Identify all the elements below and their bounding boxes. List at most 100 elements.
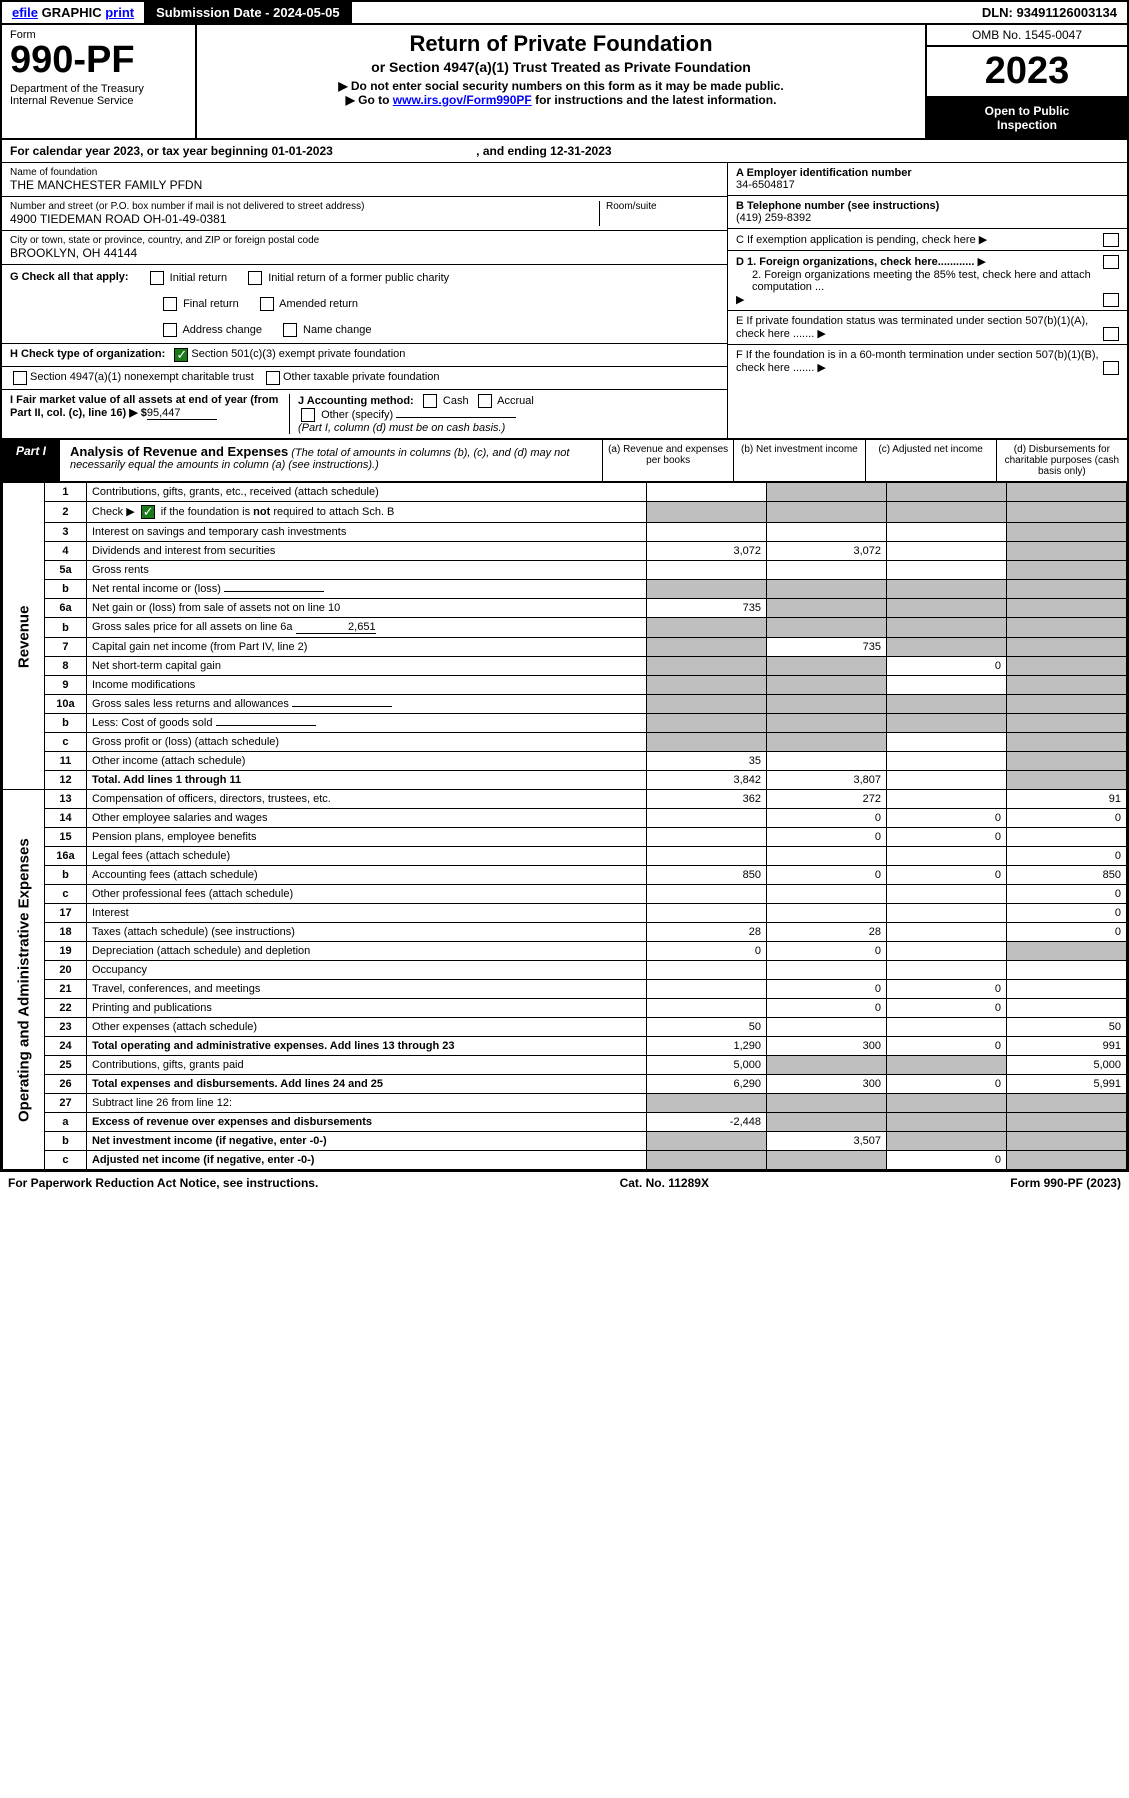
row-num: b: [44, 866, 86, 885]
chk-amended[interactable]: [260, 297, 274, 311]
efile-link[interactable]: efile: [12, 5, 38, 20]
chk-namechg[interactable]: [283, 323, 297, 337]
irs-link[interactable]: www.irs.gov/Form990PF: [393, 93, 532, 107]
row-num: 6a: [44, 599, 86, 618]
cell: 850: [647, 866, 767, 885]
row-desc: Less: Cost of goods sold: [86, 714, 646, 733]
footer-left: For Paperwork Reduction Act Notice, see …: [8, 1176, 318, 1190]
calendar-year-row: For calendar year 2023, or tax year begi…: [2, 140, 1127, 163]
form-code: 990-PF: [10, 41, 187, 79]
h-row2: Section 4947(a)(1) nonexempt charitable …: [2, 367, 727, 390]
cell: [1007, 638, 1127, 657]
table-row: 24Total operating and administrative exp…: [3, 1037, 1127, 1056]
table-row: bNet investment income (if negative, ent…: [3, 1132, 1127, 1151]
chk-accrual[interactable]: [478, 394, 492, 408]
chk-other-tax[interactable]: [266, 371, 280, 385]
h-row: H Check type of organization: Section 50…: [2, 344, 727, 367]
chk-cash[interactable]: [423, 394, 437, 408]
tax-year: 2023: [927, 47, 1127, 98]
cell: [647, 483, 767, 502]
row-desc: Capital gain net income (from Part IV, l…: [86, 638, 646, 657]
cell: [1007, 483, 1127, 502]
row-desc: Legal fees (attach schedule): [86, 847, 646, 866]
cell: [1007, 695, 1127, 714]
row-num: 8: [44, 657, 86, 676]
instr-2: ▶ Go to www.irs.gov/Form990PF for instru…: [209, 93, 913, 107]
cell: 0: [887, 980, 1007, 999]
revenue-label: Revenue: [3, 483, 45, 790]
cell: [887, 1056, 1007, 1075]
cell: 91: [1007, 790, 1127, 809]
row-num: c: [44, 733, 86, 752]
cell: 5,000: [1007, 1056, 1127, 1075]
cell: [647, 657, 767, 676]
cell: [887, 523, 1007, 542]
row-num: 10a: [44, 695, 86, 714]
row-desc: Excess of revenue over expenses and disb…: [86, 1113, 646, 1132]
cell: [887, 580, 1007, 599]
cell: [767, 752, 887, 771]
col-c: (c) Adjusted net income: [865, 440, 996, 481]
cell: [647, 714, 767, 733]
chk-initial-former[interactable]: [248, 271, 262, 285]
header-row: Form 990-PF Department of the Treasury I…: [2, 25, 1127, 140]
cell: [767, 695, 887, 714]
cell: 0: [887, 1037, 1007, 1056]
dept: Department of the Treasury: [10, 83, 187, 95]
info-right: A Employer identification number34-65048…: [727, 163, 1127, 438]
cell: [1007, 676, 1127, 695]
cell: [767, 1151, 887, 1170]
cell: [767, 618, 887, 638]
cell: [887, 885, 1007, 904]
cell: [647, 999, 767, 1018]
table-row: 4Dividends and interest from securities3…: [3, 542, 1127, 561]
table-row: 8Net short-term capital gain0: [3, 657, 1127, 676]
row-desc: Gross sales price for all assets on line…: [86, 618, 646, 638]
irs: Internal Revenue Service: [10, 95, 187, 107]
cell: [767, 1018, 887, 1037]
part-tab: Part I: [2, 440, 60, 481]
cell: [767, 483, 887, 502]
row-desc: Accounting fees (attach schedule): [86, 866, 646, 885]
row-desc: Total operating and administrative expen…: [86, 1037, 646, 1056]
table-row: 6aNet gain or (loss) from sale of assets…: [3, 599, 1127, 618]
row-num: 16a: [44, 847, 86, 866]
cell: -2,448: [647, 1113, 767, 1132]
address: 4900 TIEDEMAN ROAD OH-01-49-0381: [10, 212, 599, 226]
chk-initial[interactable]: [150, 271, 164, 285]
chk-final[interactable]: [163, 297, 177, 311]
cell: [1007, 771, 1127, 790]
cell: 300: [767, 1075, 887, 1094]
row-num: 2: [44, 502, 86, 523]
cell: [647, 847, 767, 866]
row-num: 4: [44, 542, 86, 561]
table-row: 3Interest on savings and temporary cash …: [3, 523, 1127, 542]
cell: [1007, 1113, 1127, 1132]
cell: [647, 1151, 767, 1170]
row-num: 27: [44, 1094, 86, 1113]
row-desc: Net short-term capital gain: [86, 657, 646, 676]
table-row: Revenue1Contributions, gifts, grants, et…: [3, 483, 1127, 502]
table-row: 11Other income (attach schedule)35: [3, 752, 1127, 771]
row-desc: Other employee salaries and wages: [86, 809, 646, 828]
header-right: OMB No. 1545-0047 2023 Open to PublicIns…: [927, 25, 1127, 138]
cell: [1007, 657, 1127, 676]
chk-501c3[interactable]: [174, 348, 188, 362]
cell: [647, 1094, 767, 1113]
row-num: 15: [44, 828, 86, 847]
cell: [767, 657, 887, 676]
chk-4947[interactable]: [13, 371, 27, 385]
cell: [1007, 714, 1127, 733]
cell: [1007, 618, 1127, 638]
cell: [647, 828, 767, 847]
dln: DLN: 93491126003134: [972, 2, 1127, 23]
cell: 3,072: [647, 542, 767, 561]
part-desc: Analysis of Revenue and Expenses (The to…: [60, 440, 602, 481]
chk-other-acct[interactable]: [301, 408, 315, 422]
cell: [647, 523, 767, 542]
table-row: 15Pension plans, employee benefits00: [3, 828, 1127, 847]
cell: 3,072: [767, 542, 887, 561]
chk-addrchg[interactable]: [163, 323, 177, 337]
cell: 0: [887, 1075, 1007, 1094]
table-row: 7Capital gain net income (from Part IV, …: [3, 638, 1127, 657]
